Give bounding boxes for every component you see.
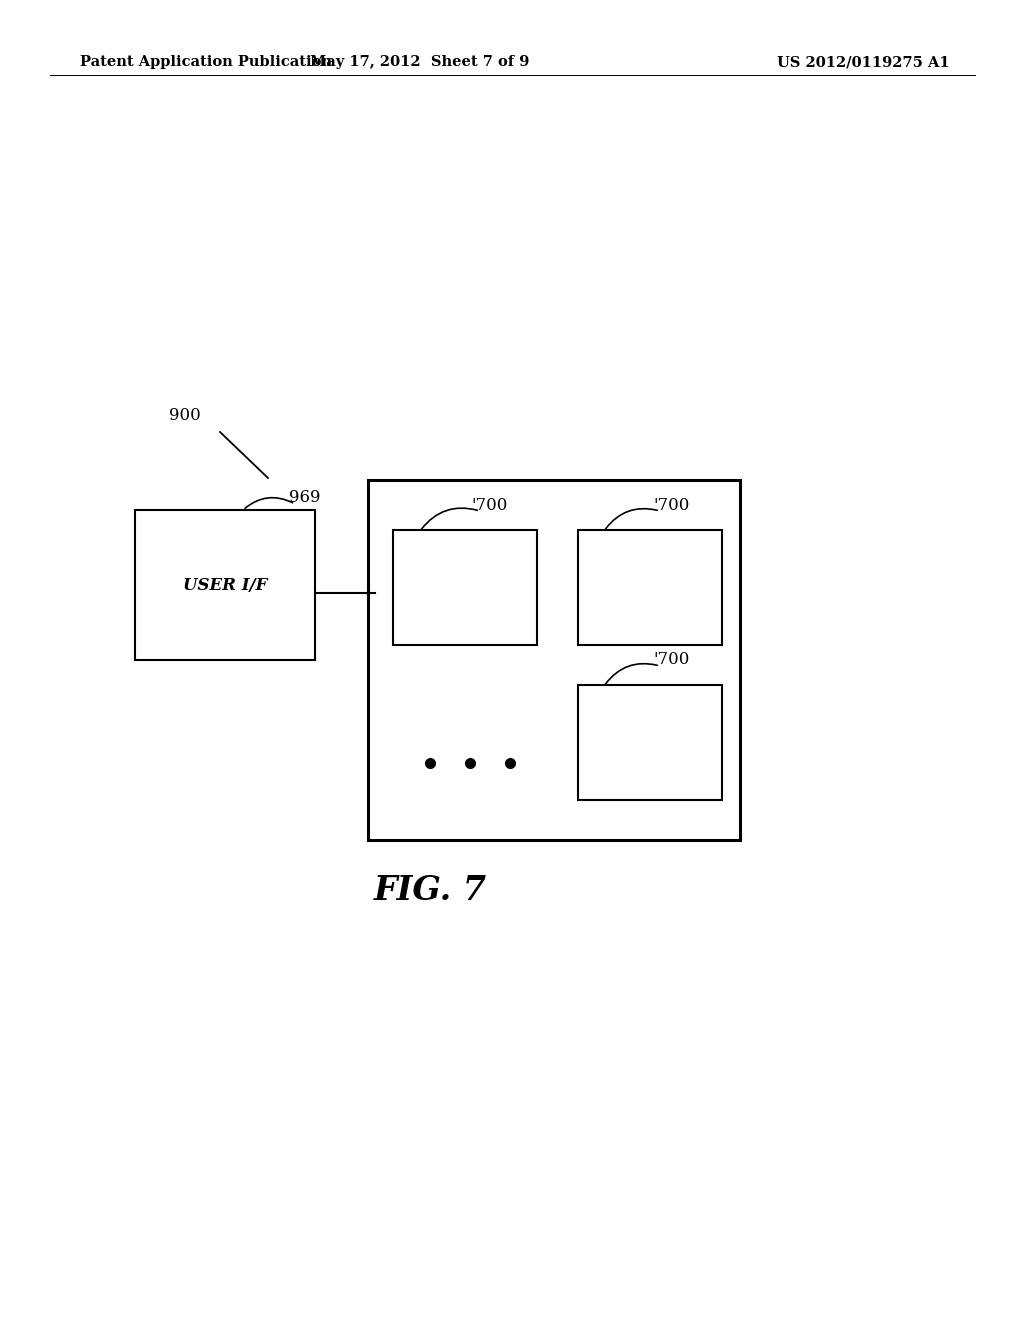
Text: 969: 969 bbox=[289, 490, 321, 507]
Bar bbox=[135, 510, 315, 660]
Text: USER I/F: USER I/F bbox=[183, 577, 267, 594]
Text: US 2012/0119275 A1: US 2012/0119275 A1 bbox=[777, 55, 950, 69]
Bar bbox=[368, 480, 740, 840]
Bar bbox=[578, 685, 722, 800]
Text: '700: '700 bbox=[653, 496, 690, 513]
Text: '700: '700 bbox=[472, 496, 508, 513]
Bar bbox=[393, 531, 537, 645]
Text: Patent Application Publication: Patent Application Publication bbox=[80, 55, 332, 69]
Text: 900: 900 bbox=[169, 407, 201, 424]
Bar bbox=[368, 579, 382, 606]
Bar bbox=[578, 531, 722, 645]
Text: '700: '700 bbox=[653, 652, 690, 668]
Text: FIG. 7: FIG. 7 bbox=[374, 874, 486, 907]
Text: May 17, 2012  Sheet 7 of 9: May 17, 2012 Sheet 7 of 9 bbox=[310, 55, 529, 69]
